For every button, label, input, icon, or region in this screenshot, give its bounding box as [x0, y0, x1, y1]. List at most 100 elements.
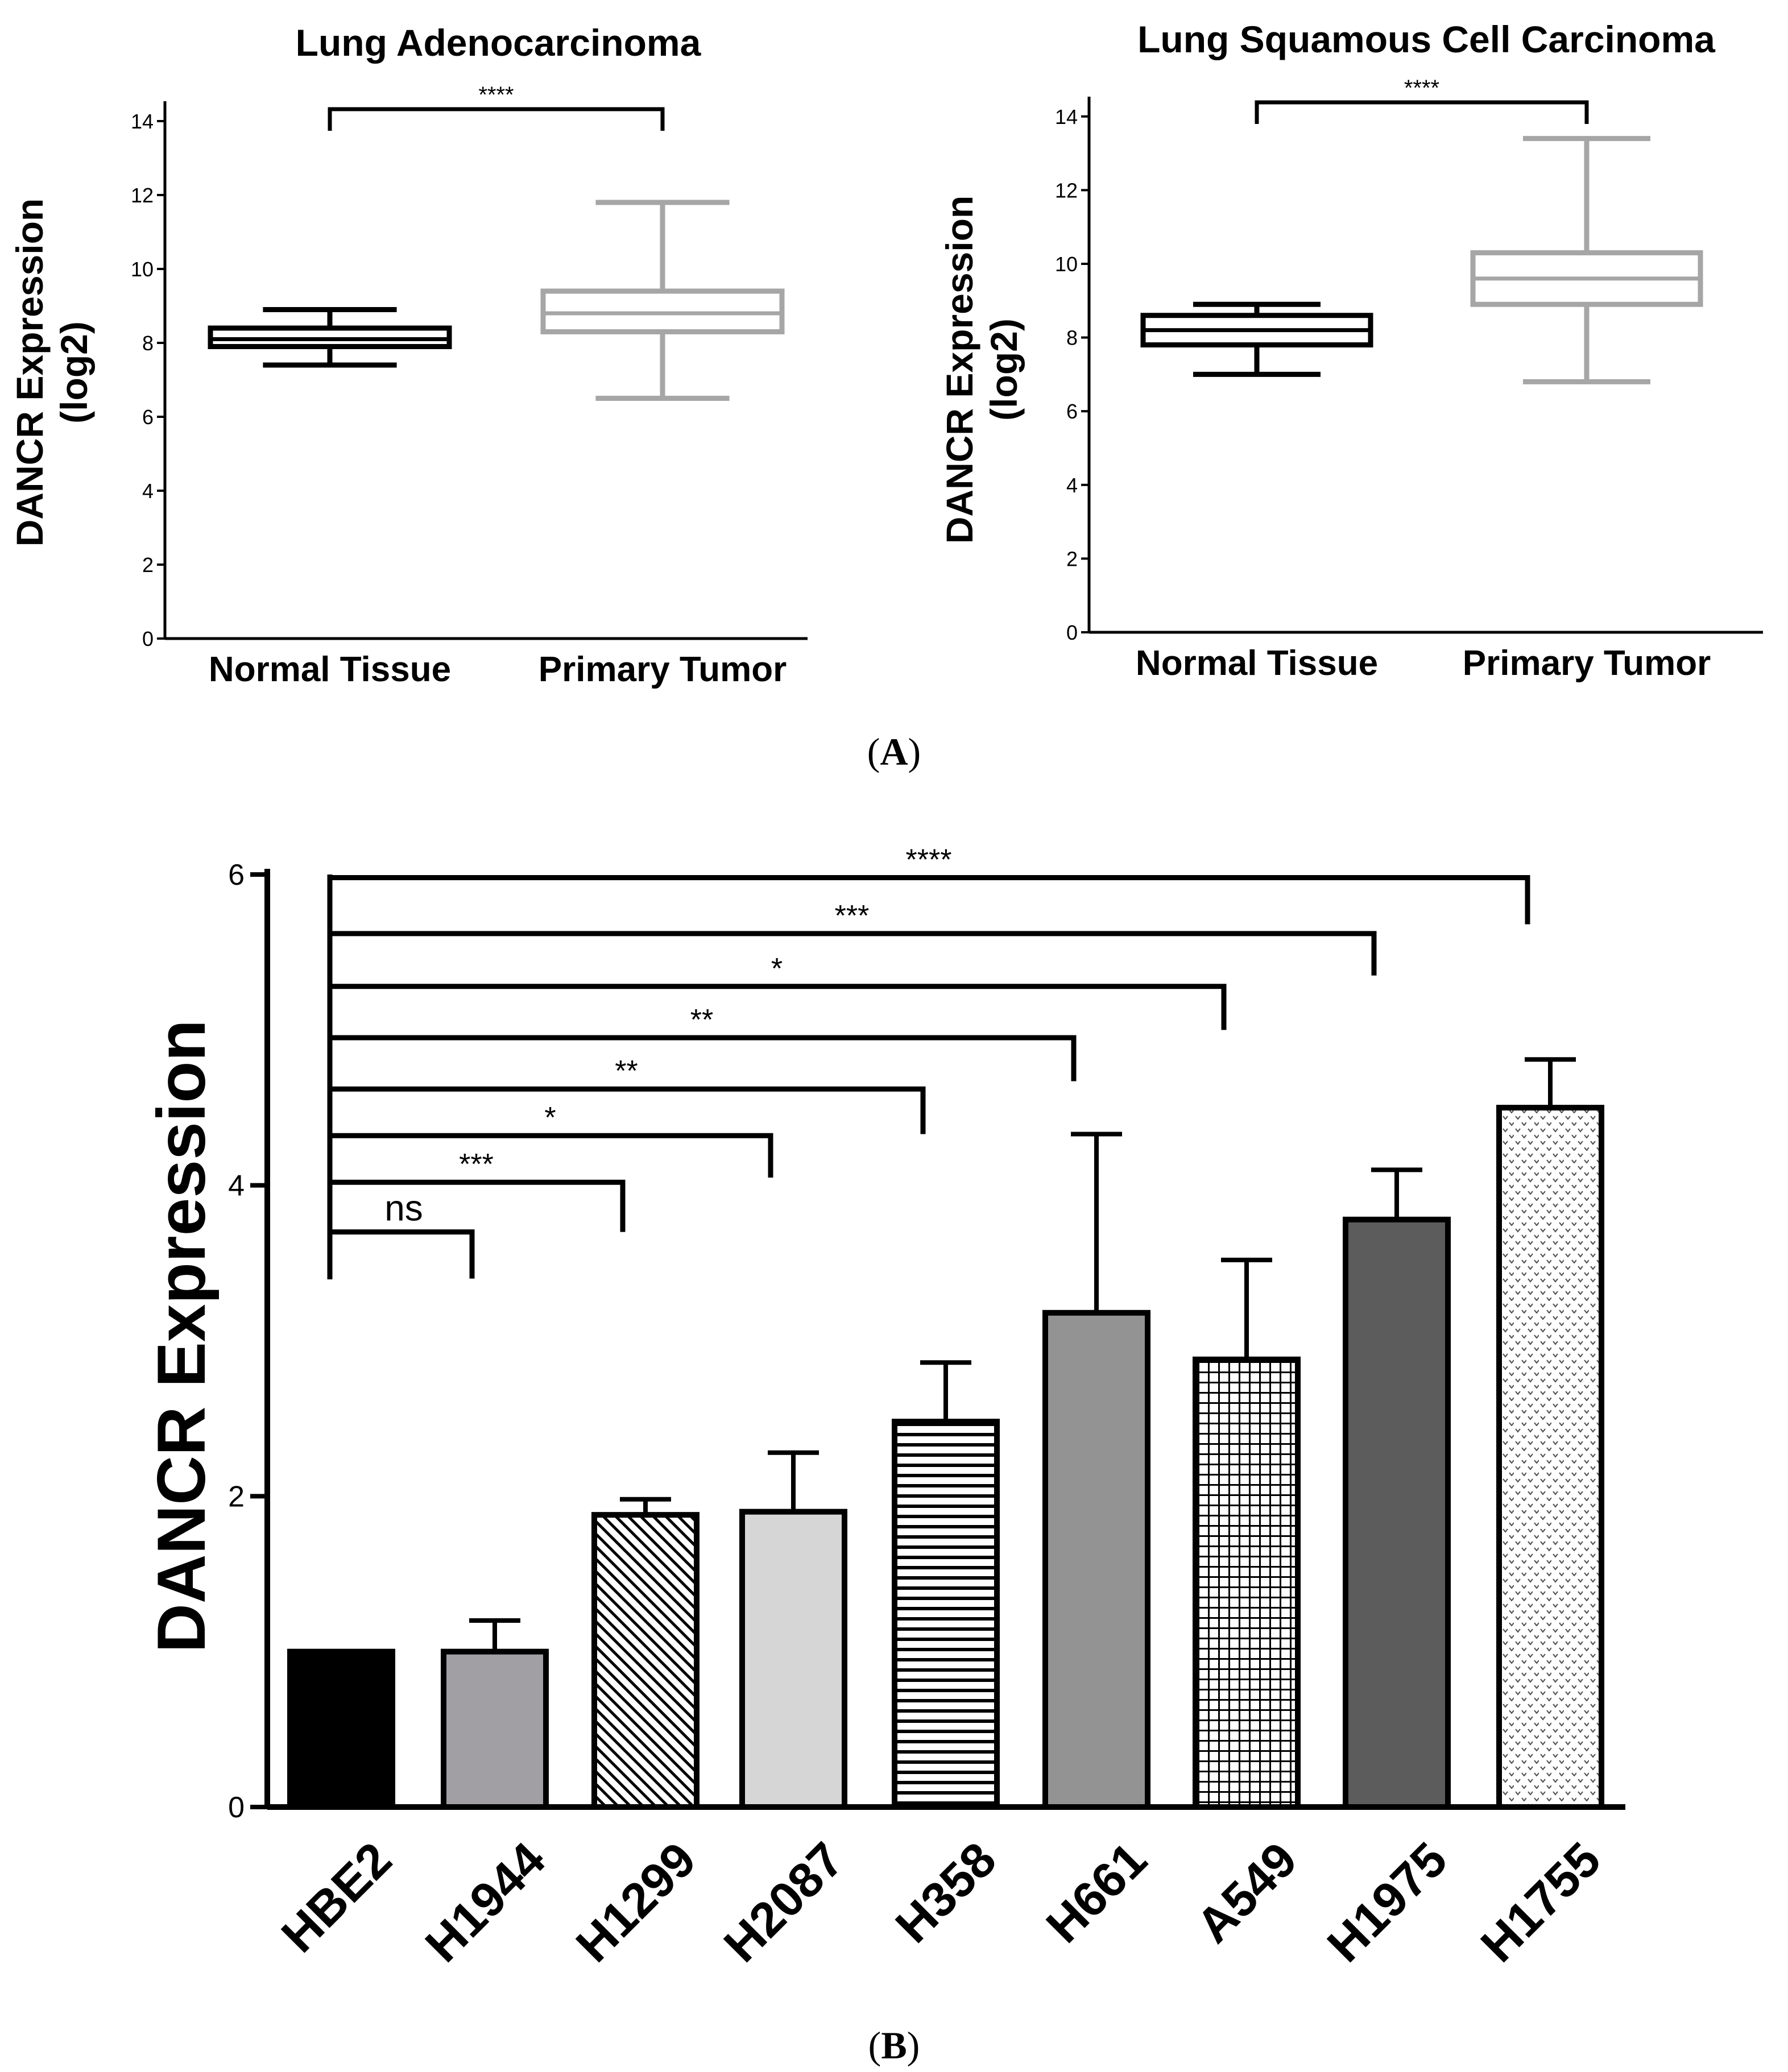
significance-bracket: ****: [328, 82, 665, 131]
x-tick-label: H1299: [566, 1832, 706, 1972]
x-tick-label-group: HBE2: [271, 1832, 402, 1963]
comparison-line: [330, 1179, 626, 1232]
comparison-line: [330, 1086, 926, 1134]
comparison-h661: **: [330, 1004, 1077, 1081]
y-tick-label: 12: [1055, 179, 1078, 202]
comparison-line: [330, 1133, 773, 1178]
significance-label: ****: [1404, 76, 1439, 101]
significance-bracket: ****: [1255, 76, 1589, 124]
bar-hbe2: [287, 1648, 395, 1810]
x-tick-label-group: H1755: [1471, 1832, 1611, 1972]
y-axis-label: DANCR Expression (log2): [938, 196, 1025, 544]
comparison-h1299: ***: [330, 1148, 626, 1232]
y-tick-label: 8: [142, 331, 154, 355]
bar-h2087: [739, 1450, 847, 1810]
bar-h1755: [1496, 1057, 1604, 1810]
y-tick-label: 2: [142, 553, 154, 577]
x-tick-label: HBE2: [271, 1832, 402, 1963]
comparison-h2087: *: [330, 1101, 773, 1178]
x-tick-label-group: H2087: [714, 1832, 854, 1972]
chart-title: Lung Adenocarcinoma: [296, 22, 702, 64]
comparison-line: [330, 1035, 1077, 1081]
bar-h1944: [441, 1618, 549, 1810]
panel-label-a: (A): [867, 730, 921, 773]
bar-rect: [591, 1512, 700, 1810]
bar-rect: [441, 1648, 549, 1810]
x-tick-label: H661: [1036, 1832, 1157, 1953]
x-tick-label: Primary Tumor: [1463, 644, 1711, 683]
boxplot-lung-adenocarcinoma: Lung Adenocarcinoma 0 2 4 6 8 10 12 14 DANCR Expr…: [9, 22, 808, 689]
bar-rect: [1343, 1216, 1451, 1810]
box-primary-tumor: [1470, 136, 1703, 384]
x-tick-label: Normal Tissue: [1136, 644, 1378, 683]
box-normal-tissue: [1140, 301, 1373, 377]
y-tick-label: 2: [228, 1480, 245, 1513]
comparison-line: [330, 875, 1530, 925]
y-tick-label: 8: [1066, 326, 1078, 350]
y-axis-label: DANCR Expression (log2): [9, 198, 95, 546]
x-tick-label: Primary Tumor: [539, 650, 787, 689]
x-tick-label-group: H1299: [566, 1832, 706, 1972]
y-tick-label: 0: [228, 1791, 245, 1824]
y-tick-label: 14: [1055, 105, 1078, 129]
bar-rect: [1193, 1356, 1301, 1810]
x-tick-label: H1755: [1471, 1832, 1611, 1972]
x-tick-label: H1975: [1317, 1832, 1458, 1972]
y-tick-label: 0: [142, 627, 154, 650]
x-tick-label: H2087: [714, 1832, 854, 1972]
panel-label-b: (B): [868, 2024, 920, 2067]
x-tick-label-group: H661: [1036, 1832, 1157, 1953]
comparison-label: ***: [459, 1148, 494, 1181]
y-tick-label: 10: [131, 258, 154, 281]
bar-h1975: [1343, 1167, 1451, 1810]
bar-rect: [892, 1419, 1000, 1810]
comparison-label: *: [771, 952, 783, 985]
y-tick-label: 4: [142, 479, 154, 503]
x-tick-label-group: A549: [1186, 1832, 1307, 1953]
boxplot-lung-squamous: Lung Squamous Cell Carcinoma 0 2 4 6 8 10 12 14 D…: [938, 18, 1763, 683]
y-tick-label: 0: [1066, 621, 1078, 644]
chart-title: Lung Squamous Cell Carcinoma: [1137, 18, 1716, 60]
comparison-h1755: ****: [330, 843, 1530, 925]
bar-rect: [287, 1648, 395, 1810]
y-tick-label: 12: [131, 184, 154, 207]
bar-h1299: [591, 1497, 700, 1810]
box-normal-tissue: [208, 307, 452, 368]
y-tick-label: 4: [228, 1170, 245, 1203]
comparison-label: ****: [906, 843, 952, 876]
comparison-h358: **: [330, 1055, 926, 1134]
box-primary-tumor: [540, 200, 785, 401]
comparison-label: ns: [384, 1188, 423, 1229]
y-tick-label: 4: [1066, 474, 1078, 497]
bar-rect: [739, 1509, 847, 1810]
y-axis-label-line2: (log2): [983, 318, 1025, 421]
y-tick-label: 10: [1055, 252, 1078, 276]
y-axis-label-line2: (log2): [53, 321, 95, 424]
y-axis-label: DANCR Expression: [143, 1020, 220, 1653]
bar-rect: [1042, 1309, 1150, 1810]
y-tick-label: 2: [1066, 547, 1078, 570]
y-tick-label: 6: [1066, 400, 1078, 423]
x-tick-label: A549: [1186, 1832, 1307, 1953]
y-tick-label: 6: [228, 859, 245, 892]
x-tick-label: H1944: [415, 1832, 556, 1972]
comparison-label: **: [690, 1004, 713, 1037]
comparison-line: [330, 931, 1377, 976]
x-tick-label-group: H1975: [1317, 1832, 1458, 1972]
bracket-line: [328, 107, 665, 131]
comparison-label: ***: [835, 900, 870, 933]
y-tick-label: 14: [131, 110, 154, 133]
bar-h358: [892, 1360, 1000, 1810]
comparison-a549: *: [330, 952, 1227, 1030]
x-tick-label: H358: [885, 1832, 1007, 1953]
comparison-h1975: ***: [330, 900, 1377, 976]
x-tick-label: Normal Tissue: [209, 650, 451, 689]
significance-label: ****: [478, 82, 514, 107]
barchart-cell-lines: 0 2 4 6 DANCR Expression HBE2 H1944 H1299 H2087 H…: [143, 843, 1625, 1972]
bar-rect: [1496, 1105, 1604, 1810]
y-axis-label-line1: DANCR Expression: [9, 198, 51, 546]
bar-a549: [1193, 1257, 1301, 1810]
bracket-line: [1255, 100, 1589, 124]
comparison-label: *: [544, 1101, 556, 1134]
